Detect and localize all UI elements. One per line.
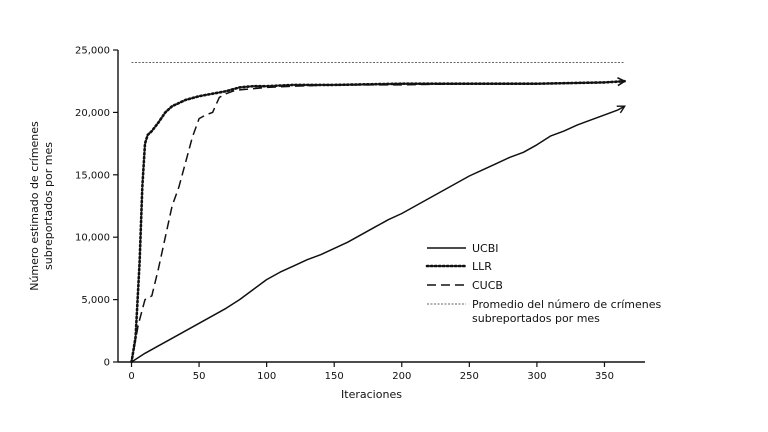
y-tick-label: 10,000 xyxy=(75,233,110,244)
legend-label-cucb: CUCB xyxy=(472,279,503,292)
legend-label-reference-line2: subreportados por mes xyxy=(472,312,600,325)
series-group xyxy=(130,77,627,364)
series-arrowhead-ucbi xyxy=(616,105,626,114)
legend-label-llr: LLR xyxy=(472,260,492,273)
y-tick-label: 25,000 xyxy=(75,46,110,57)
legend-label-ucbi: UCBI xyxy=(472,242,499,255)
y-axis-label-line1: Número estimado de crímenes xyxy=(28,121,41,291)
axis-labels: Iteraciones Número estimado de crímenes su… xyxy=(28,121,402,401)
y-tick-label: 15,000 xyxy=(75,170,110,181)
y-axis-label-line2: subreportados por mes xyxy=(42,142,55,270)
x-axis-label: Iteraciones xyxy=(341,388,402,401)
x-tick-label: 150 xyxy=(325,371,344,382)
series-line-ucbi xyxy=(131,105,626,363)
x-tick-label: 200 xyxy=(392,371,411,382)
x-tick-label: 50 xyxy=(193,371,206,382)
y-tick-label: 0 xyxy=(104,358,110,369)
axes xyxy=(117,50,645,363)
series-line-llr xyxy=(130,79,627,364)
x-tick-label: 0 xyxy=(128,371,134,382)
x-tick-label: 300 xyxy=(527,371,546,382)
y-tick-label: 5,000 xyxy=(81,295,110,306)
series-arrowhead-cucb xyxy=(617,77,627,87)
x-tick-label: 250 xyxy=(460,371,479,382)
x-tick-label: 100 xyxy=(257,371,276,382)
y-tick-label: 20,000 xyxy=(75,108,110,119)
ticks: 0 5,000 10,000 15,000 20,000 25,000 0 50 100 150 2… xyxy=(75,46,614,383)
x-tick-label: 350 xyxy=(595,371,614,382)
legend-label-reference-line1: Promedio del número de crímenes xyxy=(472,298,662,311)
series-line-cucb xyxy=(130,80,625,363)
legend: UCBI LLR CUCB Promedio del número de crímen… xyxy=(425,242,662,325)
